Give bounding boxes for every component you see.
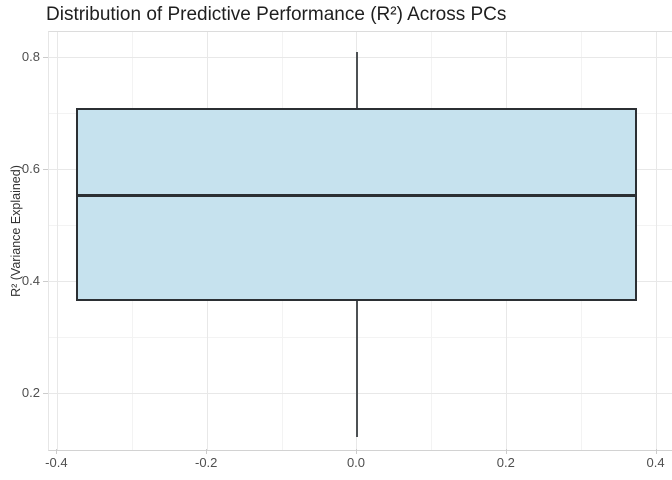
y-tick-mark bbox=[43, 280, 48, 282]
x-tick-label: -0.2 bbox=[194, 455, 218, 470]
gridline-x-major bbox=[56, 32, 58, 450]
gridline-x-major bbox=[656, 32, 658, 450]
y-tick-label: 0.2 bbox=[21, 384, 40, 400]
y-tick-label: 0.8 bbox=[21, 48, 40, 64]
x-tick-mark bbox=[505, 449, 507, 454]
x-tick-label: -0.4 bbox=[45, 455, 68, 470]
gridline-y-major bbox=[49, 393, 672, 395]
x-tick-label: 0.2 bbox=[496, 455, 515, 470]
gridline-y-major bbox=[49, 57, 672, 59]
x-tick-mark bbox=[655, 449, 657, 454]
gridline-y-minor bbox=[49, 337, 672, 339]
median-line bbox=[76, 193, 638, 197]
upper-whisker-line bbox=[355, 51, 358, 109]
y-tick-mark bbox=[43, 392, 48, 394]
y-tick-label: 0.6 bbox=[21, 160, 40, 176]
y-tick-mark bbox=[43, 56, 48, 58]
x-tick-label: 0.4 bbox=[646, 455, 665, 470]
x-tick-mark bbox=[355, 449, 357, 454]
y-tick-label: 0.4 bbox=[21, 272, 40, 288]
x-tick-mark bbox=[206, 449, 208, 454]
plot-panel bbox=[48, 31, 672, 451]
x-tick-label: 0.0 bbox=[346, 455, 366, 470]
x-tick-mark bbox=[56, 449, 58, 454]
box-iqr-rect bbox=[76, 108, 638, 302]
chart-title: Distribution of Predictive Performance (… bbox=[46, 4, 507, 25]
lower-whisker-line bbox=[355, 301, 358, 438]
y-tick-mark bbox=[43, 168, 48, 170]
